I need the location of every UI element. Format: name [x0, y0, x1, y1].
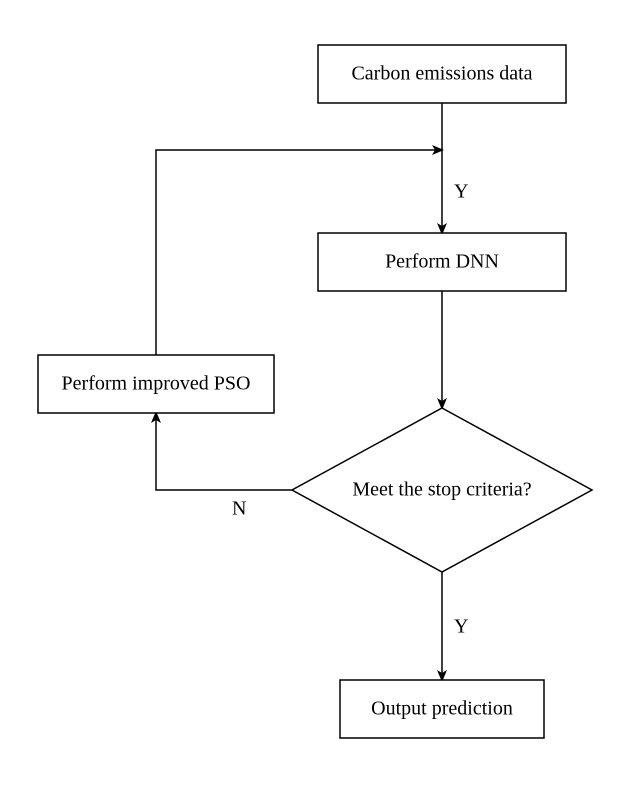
node-output-label: Output prediction — [371, 698, 513, 720]
nodes-group: Carbon emissions data Perform DNN Perfor… — [38, 45, 592, 738]
edge-label-y1: Y — [454, 181, 468, 203]
edge-e4 — [156, 413, 292, 490]
node-dnn-label: Perform DNN — [385, 251, 499, 273]
edge-label-n: N — [232, 498, 246, 520]
node-decision-label: Meet the stop criteria? — [352, 479, 531, 501]
node-dnn: Perform DNN — [318, 233, 566, 291]
node-output: Output prediction — [340, 680, 544, 738]
node-pso-label: Perform improved PSO — [62, 373, 251, 395]
flowchart-canvas: Carbon emissions data Perform DNN Perfor… — [0, 0, 629, 812]
node-pso: Perform improved PSO — [38, 355, 274, 413]
edge-label-y2: Y — [454, 616, 468, 638]
node-decision: Meet the stop criteria? — [292, 408, 592, 572]
node-start-label: Carbon emissions data — [351, 63, 532, 85]
node-start: Carbon emissions data — [318, 45, 566, 103]
